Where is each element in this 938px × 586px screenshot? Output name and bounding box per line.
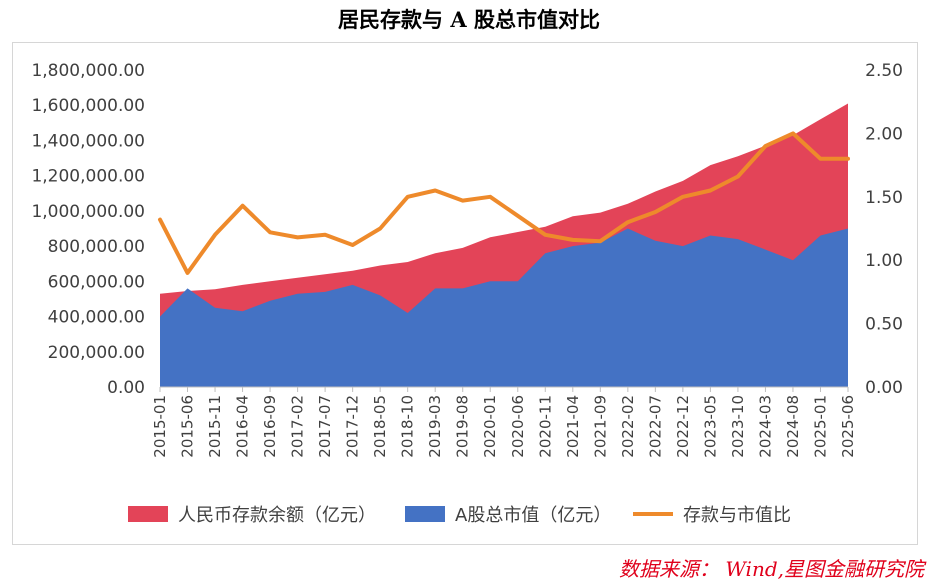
plot-line [158, 131, 850, 275]
legend-swatch-deposits [128, 506, 168, 522]
x-tick-label: 2022-12 [674, 395, 692, 458]
y-left-tick-label: 600,000.00 [48, 272, 145, 292]
y-right-tick-label: 2.00 [865, 124, 903, 144]
plot-areas [160, 103, 848, 387]
x-tick-label: 2021-04 [564, 395, 582, 458]
x-tick-label: 2023-10 [729, 395, 747, 458]
legend-swatch-market-cap [405, 506, 445, 522]
x-tick-label: 2017-07 [316, 395, 334, 458]
y-right-tick-label: 0.50 [865, 315, 903, 335]
x-tick-label: 2020-01 [481, 395, 499, 458]
y-right-tick-label: 0.00 [865, 378, 903, 398]
legend: 人民币存款余额（亿元） A股总市值（亿元） 存款与市值比 [128, 505, 791, 526]
legend-label-deposits: 人民币存款余额（亿元） [178, 505, 376, 526]
x-tick-label: 2020-06 [509, 395, 527, 458]
x-tick-label: 2017-12 [344, 395, 362, 458]
y-left-tick-label: 1,400,000.00 [31, 131, 145, 151]
y-left-tick-label: 0.00 [107, 378, 145, 398]
legend-label-ratio: 存款与市值比 [683, 505, 791, 526]
source-note: 数据来源： Wind,星图金融研究院 [619, 557, 924, 581]
x-tick-label: 2021-09 [591, 395, 609, 458]
series-line-ratio [158, 131, 850, 275]
y-left-tick-label: 1,800,000.00 [31, 61, 145, 81]
x-tick-label: 2018-05 [371, 395, 389, 458]
x-tick-label: 2025-06 [839, 395, 857, 458]
x-tick-label: 2015-11 [206, 395, 224, 458]
x-tick-label: 2022-02 [619, 395, 637, 458]
x-tick-label: 2019-08 [454, 395, 472, 458]
x-tick-label: 2019-03 [426, 395, 444, 458]
y-left-tick-label: 1,600,000.00 [31, 96, 145, 116]
x-tick-label: 2024-08 [784, 395, 802, 458]
x-tick-label: 2023-05 [701, 395, 719, 458]
x-tick-label: 2020-11 [536, 395, 554, 458]
y-right-tick-label: 1.50 [865, 188, 903, 208]
chart-frame [12, 42, 918, 545]
y-left-tick-label: 1,200,000.00 [31, 167, 145, 187]
x-tick-label: 2016-04 [234, 395, 252, 458]
x-tick-label: 2024-03 [756, 395, 774, 458]
y-right-tick-label: 1.00 [865, 251, 903, 271]
y-left-tick-label: 1,000,000.00 [31, 202, 145, 222]
x-tick-label: 2025-01 [812, 395, 830, 458]
y-left-tick-label: 400,000.00 [48, 308, 145, 328]
series-area-market-cap [160, 228, 848, 387]
x-tick-label: 2022-07 [646, 395, 664, 458]
x-tick-label: 2018-10 [399, 395, 417, 458]
x-tick-label: 2015-01 [151, 395, 169, 458]
y-right-tick-label: 2.50 [865, 61, 903, 81]
x-tick-label: 2015-06 [179, 395, 197, 458]
y-left-tick-label: 800,000.00 [48, 237, 145, 257]
chart-title: 居民存款与 A 股总市值对比 [338, 7, 600, 32]
y-left-tick-label: 200,000.00 [48, 343, 145, 363]
axes: 2015-01 2015-06 2015-11 2016-04 2016-09 2017-… [31, 61, 903, 458]
x-tick-label: 2016-09 [261, 395, 279, 458]
legend-label-market-cap: A股总市值（亿元） [455, 505, 611, 526]
x-tick-label: 2017-02 [289, 395, 307, 458]
